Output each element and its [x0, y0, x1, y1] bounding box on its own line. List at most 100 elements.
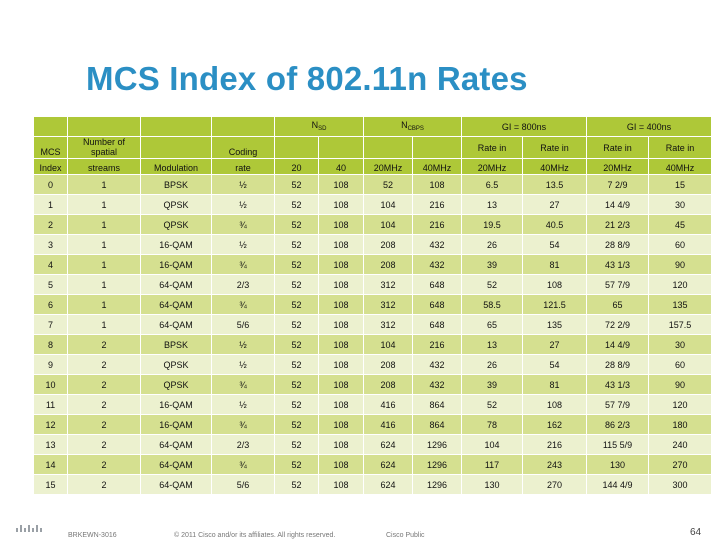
col-header: 40MHz	[412, 158, 462, 175]
table-cell: 2	[67, 434, 141, 455]
table-cell: 15	[648, 174, 712, 195]
table-cell: 1	[67, 274, 141, 295]
table-cell: 117	[461, 454, 523, 475]
table-cell: 432	[412, 254, 462, 275]
mcs-label-bottom: Index	[33, 158, 68, 175]
table-cell: 21 2/3	[586, 214, 649, 235]
table-cell: 0	[33, 174, 68, 195]
table-cell: 2/3	[211, 434, 275, 455]
table-cell: 30	[648, 334, 712, 355]
table-cell: 15	[33, 474, 68, 495]
table-cell: 16-QAM	[140, 234, 212, 255]
table-cell: 108	[318, 314, 364, 335]
table-cell: 108	[318, 334, 364, 355]
table-cell: 1	[67, 234, 141, 255]
modulation-label: Modulation	[140, 158, 212, 175]
table-cell: 1	[67, 314, 141, 335]
table-cell: 216	[412, 214, 462, 235]
table-cell: 58.5	[461, 294, 523, 315]
table-cell: 13.5	[522, 174, 587, 195]
table-cell: 416	[363, 414, 413, 435]
table-cell: 52	[274, 394, 319, 415]
table-cell: 13	[461, 334, 523, 355]
table-cell: 432	[412, 374, 462, 395]
table-cell: 2	[67, 454, 141, 475]
table-cell: 14 4/9	[586, 334, 649, 355]
table-cell: 54	[522, 234, 587, 255]
col-header: 20MHz	[586, 158, 649, 175]
table-row: 2 1 QPSK ¾ 52 108 104 216 19.5 40.5 21 2/3 45	[33, 214, 712, 235]
table-cell: 27	[522, 194, 587, 215]
table-cell: 28 8/9	[586, 354, 649, 375]
table-cell: 180	[648, 414, 712, 435]
table-cell: 10	[33, 374, 68, 395]
table-cell: 5/6	[211, 474, 275, 495]
table-cell: 54	[522, 354, 587, 375]
table-cell: 28 8/9	[586, 234, 649, 255]
table-cell: 52	[274, 294, 319, 315]
col-header: 20MHz	[461, 158, 523, 175]
table-cell: 45	[648, 214, 712, 235]
table-cell: 104	[363, 334, 413, 355]
table-cell: 864	[412, 414, 462, 435]
table-cell: 90	[648, 254, 712, 275]
table-cell: 108	[318, 274, 364, 295]
table-cell: 312	[363, 314, 413, 335]
table-cell: 52	[363, 174, 413, 195]
table-cell: 135	[522, 314, 587, 335]
table-cell: 115 5/9	[586, 434, 649, 455]
table-cell: ¾	[211, 454, 275, 475]
table-row: 6 1 64-QAM ¾ 52 108 312 648 58.5 121.5 65 135	[33, 294, 712, 315]
table-cell: 2	[67, 474, 141, 495]
table-cell: 624	[363, 434, 413, 455]
table-cell: QPSK	[140, 374, 212, 395]
table-cell: 2	[67, 354, 141, 375]
table-cell: 60	[648, 234, 712, 255]
table-cell: 64-QAM	[140, 294, 212, 315]
table-cell: 7 2/9	[586, 174, 649, 195]
table-cell: 52	[274, 214, 319, 235]
rate-in-label: Rate in	[522, 136, 587, 159]
table-cell: 52	[274, 454, 319, 475]
table-cell: 27	[522, 334, 587, 355]
nsd-header: NSD	[274, 116, 364, 137]
mcs-rate-table: NSD NCBPS GI = 800ns GI = 400ns MCS Numb…	[33, 116, 712, 495]
table-cell: 216	[522, 434, 587, 455]
table-row: 10 2 QPSK ¾ 52 108 208 432 39 81 43 1/3 90	[33, 374, 712, 395]
col-header: 20	[274, 158, 319, 175]
table-cell: 864	[412, 394, 462, 415]
table-cell: 108	[412, 174, 462, 195]
table-row: 4 1 16-QAM ¾ 52 108 208 432 39 81 43 1/3 90	[33, 254, 712, 275]
group-header-row: NSD NCBPS GI = 800ns GI = 400ns	[33, 116, 712, 137]
rate-header-row: MCS Number of spatial Coding Rate in Rate…	[33, 136, 712, 159]
table-cell: 13	[461, 194, 523, 215]
table-cell: 121.5	[522, 294, 587, 315]
coding-label-top: Coding	[211, 136, 275, 159]
table-cell: 208	[363, 354, 413, 375]
table-cell: 1	[33, 194, 68, 215]
table-cell: ¾	[211, 294, 275, 315]
table-row: 8 2 BPSK ½ 52 108 104 216 13 27 14 4/9 30	[33, 334, 712, 355]
table-cell: 19.5	[461, 214, 523, 235]
table-cell: 1296	[412, 434, 462, 455]
table-cell: ¾	[211, 254, 275, 275]
coding-label-bottom: rate	[211, 158, 275, 175]
table-cell: 1	[67, 294, 141, 315]
table-cell: ½	[211, 394, 275, 415]
table-cell: 416	[363, 394, 413, 415]
streams-label-bottom: streams	[67, 158, 141, 175]
table-cell: BPSK	[140, 334, 212, 355]
table-cell: ½	[211, 234, 275, 255]
gi-800ns-header: GI = 800ns	[461, 116, 587, 137]
table-row: 9 2 QPSK ½ 52 108 208 432 26 54 28 8/9 60	[33, 354, 712, 375]
table-cell: 270	[522, 474, 587, 495]
table-cell: 52	[274, 174, 319, 195]
table-cell: 216	[412, 194, 462, 215]
table-cell: 108	[318, 374, 364, 395]
table-cell: 104	[363, 194, 413, 215]
table-cell: 13	[33, 434, 68, 455]
table-cell: 52	[274, 274, 319, 295]
table-cell: 108	[522, 394, 587, 415]
table-cell: 26	[461, 354, 523, 375]
table-cell: 39	[461, 374, 523, 395]
